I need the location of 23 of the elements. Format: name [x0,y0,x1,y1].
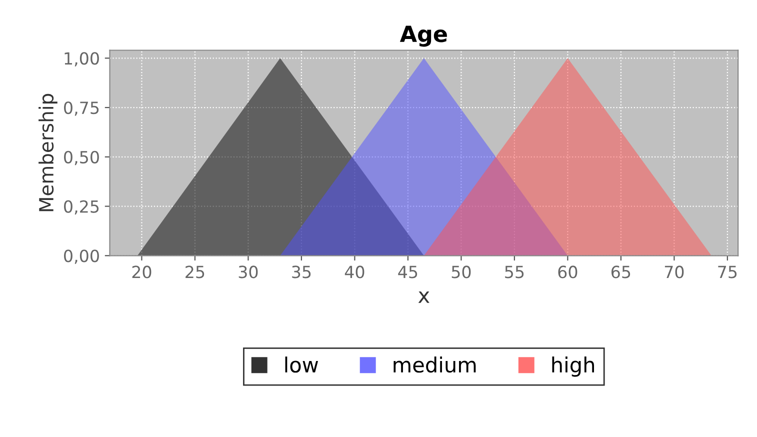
legend-label: medium [394,356,476,373]
x-tick-label: 65 [611,266,630,278]
y-tick-label: 1,00 [64,52,99,66]
y-tick-label: 0,75 [64,101,99,116]
x-tick-label: 60 [558,266,578,278]
y-axis-title: Membership [38,94,58,212]
x-tick-label: 30 [238,266,258,278]
x-tick-label: 70 [664,266,684,278]
x-tick-label: 25 [186,266,204,278]
x-tick-label: 50 [452,266,471,278]
x-tick-label: 20 [132,266,152,278]
y-tick-label: 0,50 [64,150,99,166]
x-axis-title: x [418,291,430,303]
x-tick-label: 35 [292,266,311,278]
x-tick-label: 55 [505,266,524,278]
legend-label: low [285,356,318,373]
x-tick-label: 75 [718,266,737,278]
y-tick-label: 0,25 [64,200,99,215]
y-tick-label: 0,00 [64,250,99,264]
x-tick-label: 45 [398,266,418,278]
x-tick-label: 40 [344,266,364,278]
legend-label: high [552,356,594,377]
chart-title: Age [400,26,447,47]
